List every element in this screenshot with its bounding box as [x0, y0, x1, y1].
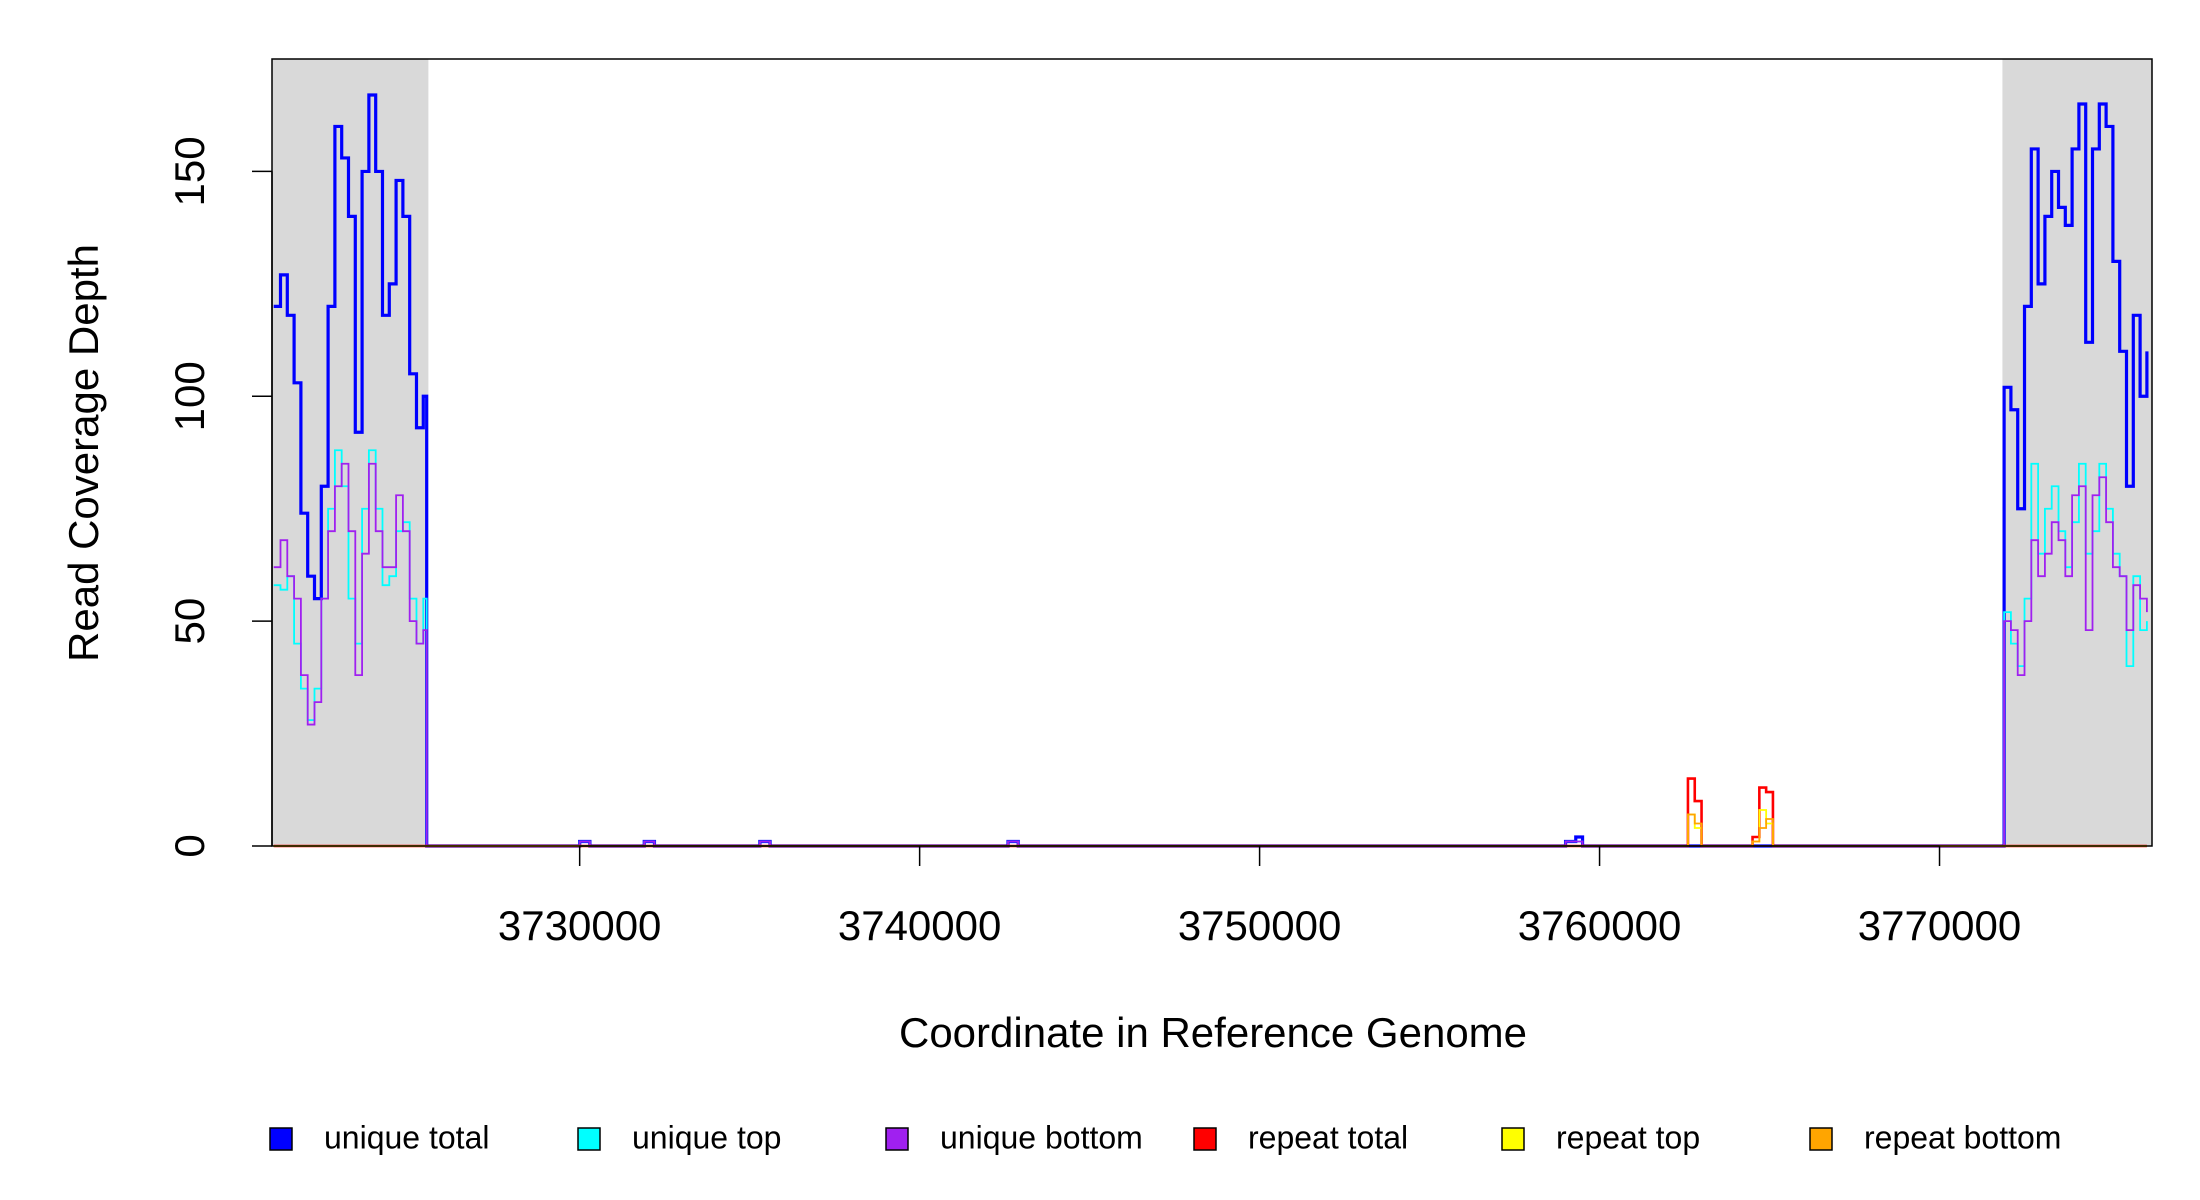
x-tick-label: 3750000 [1178, 902, 1342, 949]
y-tick-label: 150 [166, 136, 213, 206]
series-line [273, 449, 2148, 847]
legend-label: repeat total [1248, 1119, 1408, 1155]
x-axis-label: Coordinate in Reference Genome [899, 1009, 1527, 1056]
legend-swatch [1501, 1127, 1525, 1151]
y-axis-label: Read Coverage Depth [60, 244, 107, 662]
shaded-range [272, 59, 429, 846]
legend-label: repeat bottom [1864, 1119, 2061, 1155]
x-tick-label: 3740000 [838, 902, 1002, 949]
legend-label: repeat top [1556, 1119, 1700, 1155]
series-line [273, 809, 2147, 847]
legend-label: unique bottom [940, 1119, 1143, 1155]
plot-frame [271, 58, 2153, 847]
y-tick-label: 100 [166, 361, 213, 431]
x-tick-label: 3770000 [1858, 902, 2022, 949]
y-tick-label: 50 [166, 598, 213, 645]
legend-swatch [1809, 1127, 1833, 1151]
series-line [273, 462, 2148, 847]
legend-label: unique total [324, 1119, 489, 1155]
legend-swatch [1193, 1127, 1217, 1151]
series-line [273, 777, 2147, 848]
series-line [273, 813, 2147, 847]
legend-swatch [269, 1127, 293, 1151]
legend-swatch [885, 1127, 909, 1151]
series-line [273, 93, 2149, 848]
legend-swatch [577, 1127, 601, 1151]
x-tick-label: 3730000 [498, 902, 662, 949]
y-tick-label: 0 [166, 834, 213, 857]
x-tick-label: 3760000 [1518, 902, 1682, 949]
legend-label: unique top [632, 1119, 781, 1155]
